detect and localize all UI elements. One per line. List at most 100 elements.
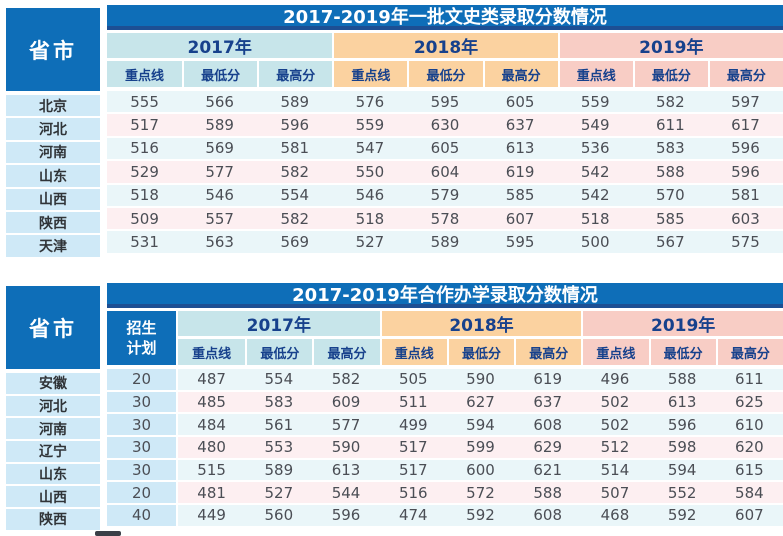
score-cell: 561 (264, 415, 294, 434)
table-row: 30 484 561 577 499 594 608 502 596 610 (107, 414, 783, 436)
score-cell: 480 (197, 438, 226, 457)
province-cell: 北京 (6, 95, 100, 117)
score-cell: 596 (731, 139, 760, 158)
score-cell: 605 (505, 92, 535, 111)
score-cell: 575 (731, 233, 760, 252)
scores-band: 515 589 613 517 600 621 514 594 615 (178, 459, 783, 481)
score-cell: 514 (600, 461, 630, 480)
table-row: 20 481 527 544 516 572 588 507 552 584 (107, 482, 783, 504)
score-cell: 572 (466, 483, 495, 502)
score-cell: 611 (735, 370, 764, 389)
table-row: 20 487 554 582 505 590 619 496 588 611 (107, 369, 783, 390)
sub-header-cell: 重点线 (557, 61, 633, 87)
score-cell: 608 (533, 415, 563, 434)
score-cell: 527 (355, 233, 385, 252)
score-cell: 485 (197, 393, 226, 412)
data-rows: 20 487 554 582 505 590 619 496 588 611 3… (107, 369, 783, 526)
score-cell: 595 (505, 233, 535, 252)
score-cell: 474 (398, 506, 428, 525)
year-2018-header: 2018年 (379, 311, 582, 336)
score-cell: 613 (331, 461, 361, 480)
score-cell: 569 (205, 139, 234, 158)
score-cell: 555 (130, 92, 159, 111)
table-row: 30 515 589 613 517 600 621 514 594 615 (107, 459, 783, 481)
score-cell: 596 (280, 116, 310, 135)
score-cell: 592 (466, 506, 495, 525)
score-cell: 621 (533, 461, 563, 480)
score-cell: 577 (331, 415, 361, 434)
score-cell: 567 (656, 233, 685, 252)
province-cell: 山东 (6, 463, 100, 485)
score-cell: 546 (205, 186, 234, 205)
province-list: 安徽 河北 河南 辽宁 山东 山西 陕西 (6, 373, 100, 530)
plan-cell: 20 (107, 482, 176, 504)
score-cell: 560 (264, 506, 294, 525)
score-cell: 518 (580, 209, 610, 228)
header-zone: 2017年 2018年 2019年 重点线 最低分 最高分 重点线 最低分 最高… (107, 33, 783, 87)
score-cell: 579 (430, 186, 460, 205)
sub-header-cell: 重点线 (107, 61, 183, 87)
plan-cell: 30 (107, 437, 176, 458)
score-cell: 619 (505, 162, 535, 181)
score-cell: 589 (205, 116, 234, 135)
sub-header-cell: 最高分 (482, 61, 558, 87)
score-cell: 516 (130, 139, 159, 158)
sub-header-cell: 重点线 (178, 339, 246, 365)
year-group-row: 2017年 2018年 2019年 (107, 33, 783, 58)
score-cell: 620 (735, 438, 764, 457)
score-cell: 547 (355, 139, 385, 158)
score-cell: 594 (667, 461, 697, 480)
province-cell: 河北 (6, 118, 100, 140)
score-cell: 588 (667, 370, 697, 389)
score-cell: 613 (505, 139, 535, 158)
plan-cell: 20 (107, 369, 176, 390)
score-cell: 517 (130, 116, 159, 135)
plan-cell: 30 (107, 391, 176, 413)
score-cell: 610 (735, 415, 764, 434)
score-cell: 577 (205, 162, 234, 181)
sub-header-row: 重点线 最低分 最高分 重点线 最低分 最高分 重点线 最低分 最高分 (178, 339, 783, 365)
score-cell: 589 (264, 461, 294, 480)
table-cooperative-programs: 省市 安徽 河北 河南 辽宁 山东 山西 陕西 2017-2019年合作办学录取… (6, 283, 783, 530)
score-cell: 544 (331, 483, 361, 502)
header-zone: 招生计划 2017年 2018年 2019年 重点线 最低分 最高分 重点线 最… (107, 311, 783, 365)
score-cell: 613 (667, 393, 697, 412)
table-row: 529 577 582 550 604 619 542 588 596 (107, 161, 783, 183)
province-cell: 河南 (6, 418, 100, 440)
score-cell: 563 (205, 233, 234, 252)
score-cell: 630 (430, 116, 460, 135)
score-cell: 518 (355, 209, 385, 228)
sub-header-cell: 重点线 (379, 339, 447, 365)
score-cell: 608 (533, 506, 563, 525)
sub-header-cell: 最高分 (715, 339, 783, 365)
sub-header-cell: 最低分 (446, 339, 515, 365)
province-cell: 河南 (6, 141, 100, 164)
plan-cell: 40 (107, 505, 176, 526)
table-row: 531 563 569 527 589 595 500 567 575 (107, 231, 783, 253)
score-cell: 566 (205, 92, 234, 111)
year-group-row: 2017年 2018年 2019年 (178, 311, 783, 336)
table-row: 518 546 554 546 579 585 542 570 581 (107, 184, 783, 206)
score-cell: 599 (466, 438, 495, 457)
score-cell: 517 (398, 438, 428, 457)
score-cell: 527 (264, 483, 294, 502)
score-cell: 582 (656, 92, 685, 111)
score-cell: 585 (656, 209, 685, 228)
score-cell: 559 (355, 116, 385, 135)
province-cell: 辽宁 (6, 441, 100, 462)
data-rows: 555 566 589 576 595 605 559 582 597 517 … (107, 91, 783, 253)
scores-band: 487 554 582 505 590 619 496 588 611 (178, 369, 783, 390)
score-cell: 496 (600, 370, 630, 389)
plan-cell: 30 (107, 414, 176, 436)
table-title: 2017-2019年一批文史类录取分数情况 (107, 5, 783, 30)
score-cell: 627 (466, 393, 495, 412)
sub-header-cell: 最低分 (632, 61, 708, 87)
score-cell: 542 (580, 186, 610, 205)
score-cell: 576 (355, 92, 385, 111)
score-cell: 619 (533, 370, 563, 389)
score-cell: 484 (197, 415, 226, 434)
score-cell: 578 (430, 209, 460, 228)
score-cell: 611 (656, 116, 685, 135)
score-cell: 512 (600, 438, 630, 457)
score-cell: 500 (580, 233, 610, 252)
